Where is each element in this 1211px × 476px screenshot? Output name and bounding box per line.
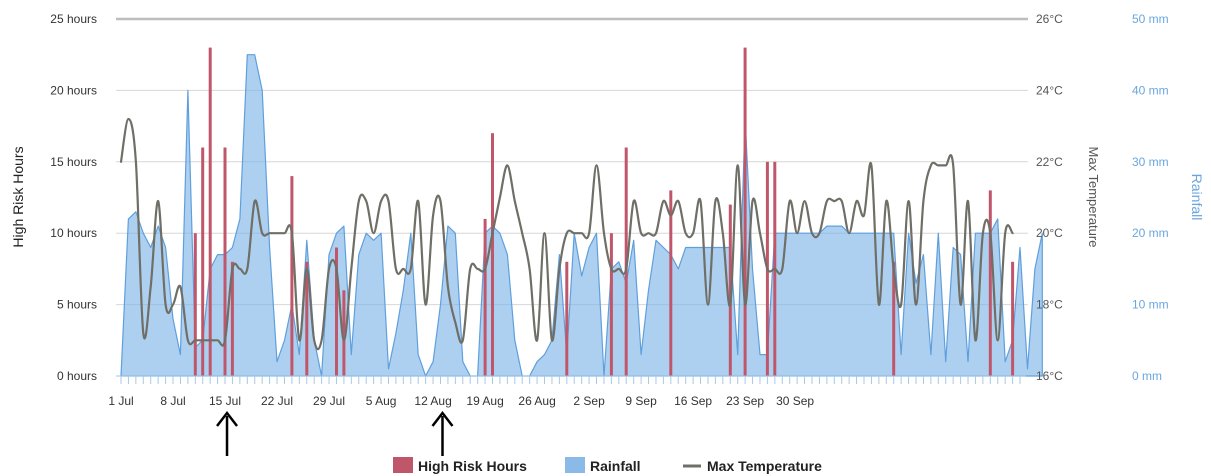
y-left-tick-label: 5 hours — [57, 298, 97, 312]
high-risk-bar — [892, 261, 896, 376]
arrow-head — [216, 410, 239, 427]
x-tick-label: 2 Sep — [573, 394, 605, 408]
y-left-tick-label: 15 hours — [50, 155, 97, 169]
high-risk-bar — [1011, 261, 1015, 376]
high-risk-bar — [230, 261, 234, 376]
high-risk-bar — [201, 147, 205, 376]
high-risk-bar — [565, 261, 569, 376]
x-tick-label: 30 Sep — [776, 394, 814, 408]
y-left-axis-title: High Risk Hours — [10, 146, 26, 247]
annotation-arrow-up — [431, 410, 454, 456]
y-left-tick-label: 10 hours — [50, 226, 97, 240]
high-risk-bar — [208, 47, 212, 376]
y-left-tick-label: 0 hours — [57, 369, 97, 383]
legend-label: Rainfall — [590, 458, 641, 474]
legend-swatch — [393, 457, 413, 473]
y-rainfall-tick-label: 20 mm — [1132, 226, 1169, 240]
y-axis-temperature: 16°C 18°C 20°C 22°C 24°C 26°C Max Temperature — [1036, 12, 1101, 383]
max-temperature-path — [119, 117, 1014, 351]
x-tick-label: 1 Jul — [108, 394, 133, 408]
high-risk-bar — [491, 133, 494, 376]
x-tick-label: 26 Aug — [518, 394, 555, 408]
legend-item: Rainfall — [565, 457, 641, 474]
x-tick-label: 29 Jul — [313, 394, 345, 408]
y-rainfall-tick-label: 30 mm — [1132, 155, 1169, 169]
y-temperature-tick-label: 18°C — [1036, 298, 1063, 312]
x-tick-label: 5 Aug — [366, 394, 397, 408]
high-risk-bar — [223, 147, 227, 376]
rainfall-area-path — [120, 54, 1043, 377]
legend-label: Max Temperature — [707, 458, 822, 474]
x-axis: 1 Jul 8 Jul 15 Jul 22 Jul 29 Jul 5 Aug 12 Aug 1… — [108, 375, 1026, 408]
high-risk-bar — [342, 290, 346, 376]
y-rainfall-tick-label: 40 mm — [1132, 83, 1169, 97]
high-risk-bar — [483, 218, 487, 376]
high-risk-bar — [335, 247, 338, 376]
y-temperature-axis-title: Max Temperature — [1086, 147, 1101, 248]
y-rainfall-axis-title: Rainfall — [1189, 174, 1205, 221]
annotation-arrow-up — [216, 410, 239, 456]
rainfall-area — [120, 54, 1043, 377]
x-tick-label: 23 Sep — [726, 394, 764, 408]
y-rainfall-tick-label: 10 mm — [1132, 298, 1169, 312]
high-risk-bar — [609, 233, 613, 376]
x-tick-label: 15 Jul — [209, 394, 241, 408]
legend-item: Max Temperature — [683, 458, 822, 474]
x-tick-label: 9 Sep — [625, 394, 657, 408]
y-temperature-tick-label: 24°C — [1036, 83, 1063, 97]
y-rainfall-tick-label: 50 mm — [1132, 12, 1169, 26]
high-risk-bar — [743, 47, 747, 376]
y-temperature-tick-label: 22°C — [1036, 155, 1063, 169]
y-rainfall-tick-label: 0 mm — [1132, 369, 1162, 383]
arrow-head — [431, 410, 454, 427]
x-tick-label: 16 Sep — [674, 394, 712, 408]
x-tick-label: 22 Jul — [261, 394, 293, 408]
high-risk-bar — [290, 176, 294, 376]
legend: High Risk Hours Rainfall Max Temperature — [393, 457, 822, 474]
high-risk-bar — [669, 190, 673, 376]
y-axis-left: 0 hours 5 hours 10 hours 15 hours 20 hours 25… — [10, 12, 97, 383]
x-tick-label: 8 Jul — [160, 394, 185, 408]
legend-label: High Risk Hours — [418, 458, 527, 474]
x-tick-label: 12 Aug — [414, 394, 451, 408]
y-left-tick-label: 20 hours — [50, 83, 97, 97]
annotations — [216, 410, 454, 456]
y-left-tick-label: 25 hours — [50, 12, 97, 26]
y-temperature-tick-label: 16°C — [1036, 369, 1063, 383]
y-temperature-tick-label: 20°C — [1036, 226, 1063, 240]
high-risk-bar — [728, 204, 732, 376]
x-tick-label: 19 Aug — [466, 394, 503, 408]
y-temperature-tick-label: 26°C — [1036, 12, 1063, 26]
legend-swatch — [565, 457, 585, 473]
max-temperature-line — [119, 117, 1014, 351]
high-risk-bar — [193, 233, 197, 376]
high-risk-bar — [988, 190, 992, 376]
y-axis-rainfall: 0 mm 10 mm 20 mm 30 mm 40 mm 50 mm Rainfall — [1132, 12, 1205, 383]
legend-item: High Risk Hours — [393, 457, 527, 474]
high-risk-bar — [305, 261, 309, 376]
